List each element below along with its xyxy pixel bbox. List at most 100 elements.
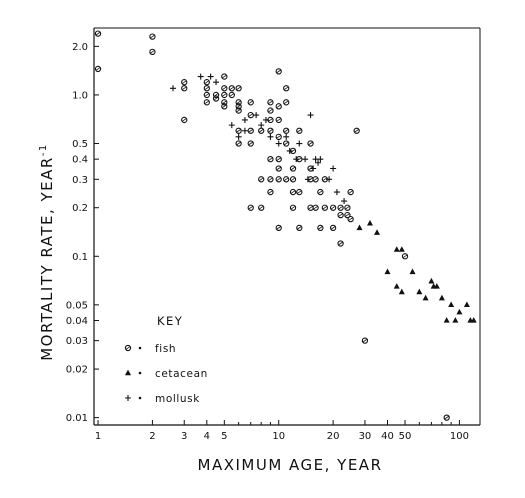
fish-point bbox=[283, 127, 290, 134]
fish-point bbox=[289, 188, 297, 196]
fish-point-ring bbox=[94, 65, 102, 73]
fish-point bbox=[247, 204, 254, 211]
fish-point bbox=[258, 204, 265, 211]
cetacean-point bbox=[443, 317, 450, 323]
fish-point-slash bbox=[221, 74, 227, 79]
fish-point-ring bbox=[181, 85, 188, 92]
fish-point bbox=[212, 95, 220, 102]
fish-point-slash bbox=[308, 205, 313, 210]
fish-point bbox=[344, 211, 351, 219]
mollusk-point bbox=[253, 112, 260, 119]
fish-point-slash bbox=[236, 141, 242, 146]
fish-point-ring bbox=[275, 103, 282, 110]
fish-point bbox=[443, 414, 450, 421]
fish-point-slash bbox=[296, 128, 302, 133]
fish-point-slash bbox=[248, 113, 254, 117]
key-marker-fish-slash bbox=[125, 346, 131, 350]
cetacean-point bbox=[366, 219, 373, 226]
fish-point bbox=[296, 188, 303, 196]
fish-point-ring bbox=[247, 140, 254, 147]
fish-point-slash bbox=[248, 100, 254, 105]
fish-point-ring bbox=[283, 140, 290, 147]
fish-point bbox=[289, 165, 297, 172]
mollusk-point bbox=[317, 156, 324, 163]
fish-point-ring bbox=[267, 176, 274, 183]
fish-point-ring bbox=[443, 414, 450, 421]
fish-point bbox=[228, 85, 235, 92]
fish-point-slash bbox=[268, 190, 273, 194]
x-tick-label: 100 bbox=[450, 431, 469, 442]
mollusk-point bbox=[235, 133, 242, 140]
x-tick-label: 40 bbox=[381, 431, 394, 442]
fish-point-slash bbox=[204, 86, 210, 91]
fish-point-slash bbox=[236, 108, 242, 113]
fish-point-ring bbox=[329, 204, 337, 211]
fish-point bbox=[267, 176, 274, 183]
key-marker-cetacean bbox=[125, 369, 131, 376]
fish-point bbox=[275, 68, 282, 75]
key-title: KEY bbox=[157, 314, 183, 328]
mollusk-point bbox=[228, 122, 235, 129]
fish-point bbox=[221, 91, 228, 99]
fish-point-ring bbox=[221, 99, 228, 106]
fish-point bbox=[283, 99, 290, 106]
fish-point bbox=[235, 85, 242, 92]
fish-point bbox=[283, 176, 290, 183]
fish-point-ring bbox=[228, 91, 235, 99]
key-label-cetacean: cetacean bbox=[155, 368, 208, 380]
fish-point-ring bbox=[289, 176, 297, 183]
y-tick-label: 2.0 bbox=[72, 42, 88, 53]
fish-point bbox=[221, 103, 228, 110]
fish-point-slash bbox=[204, 80, 210, 85]
x-tick-label: 1 bbox=[95, 431, 101, 442]
fish-point bbox=[221, 73, 228, 80]
fish-point bbox=[267, 188, 274, 196]
series-fish bbox=[94, 30, 450, 421]
fish-point-slash bbox=[236, 128, 242, 133]
y-tick-label: 0.03 bbox=[66, 336, 88, 347]
fish-point bbox=[267, 127, 274, 134]
fish-point-ring bbox=[329, 224, 337, 232]
fish-point-ring bbox=[312, 204, 319, 211]
fish-point-ring bbox=[258, 204, 265, 211]
fish-point-slash bbox=[276, 226, 282, 230]
cetacean-point bbox=[409, 268, 416, 275]
fish-point-slash bbox=[248, 141, 254, 146]
fish-point-slash bbox=[248, 128, 254, 133]
y-tick-label: 0.04 bbox=[66, 316, 88, 327]
fish-point bbox=[247, 111, 254, 119]
cetacean-point bbox=[374, 229, 381, 235]
fish-point-slash bbox=[221, 86, 227, 91]
mollusk-point bbox=[283, 133, 290, 140]
fish-point-ring bbox=[203, 91, 210, 99]
x-tick-label: 4 bbox=[204, 431, 210, 442]
x-axis-title: MAXIMUM AGE, YEAR bbox=[198, 456, 383, 474]
x-tick-label: 2 bbox=[149, 431, 155, 442]
fish-point-ring bbox=[401, 253, 409, 260]
y-axis-title: MORTALITY RATE, YEAR-1 bbox=[38, 143, 56, 361]
fish-point bbox=[94, 30, 102, 37]
fish-point-slash bbox=[236, 104, 242, 109]
fish-point bbox=[181, 79, 188, 86]
fish-point-ring bbox=[235, 85, 242, 92]
fish-point-ring bbox=[275, 133, 282, 140]
mollusk-point bbox=[241, 127, 248, 134]
cetacean-point bbox=[470, 317, 477, 323]
fish-point-ring bbox=[203, 99, 210, 106]
fish-point-ring bbox=[275, 68, 282, 75]
fish-point bbox=[267, 99, 274, 106]
fish-point-ring bbox=[296, 188, 303, 196]
mollusk-point bbox=[207, 73, 214, 80]
fish-point bbox=[275, 156, 282, 163]
fish-point-ring bbox=[247, 204, 254, 211]
fish-point-ring bbox=[203, 85, 210, 92]
fish-point-ring bbox=[275, 156, 282, 163]
fish-point-ring bbox=[353, 127, 360, 134]
fish-point bbox=[235, 99, 242, 106]
fish-point-slash bbox=[268, 108, 273, 113]
fish-point-ring bbox=[283, 127, 290, 134]
fish-point-slash bbox=[290, 205, 296, 210]
fish-point-ring bbox=[347, 215, 354, 223]
fish-point-ring bbox=[296, 224, 303, 232]
